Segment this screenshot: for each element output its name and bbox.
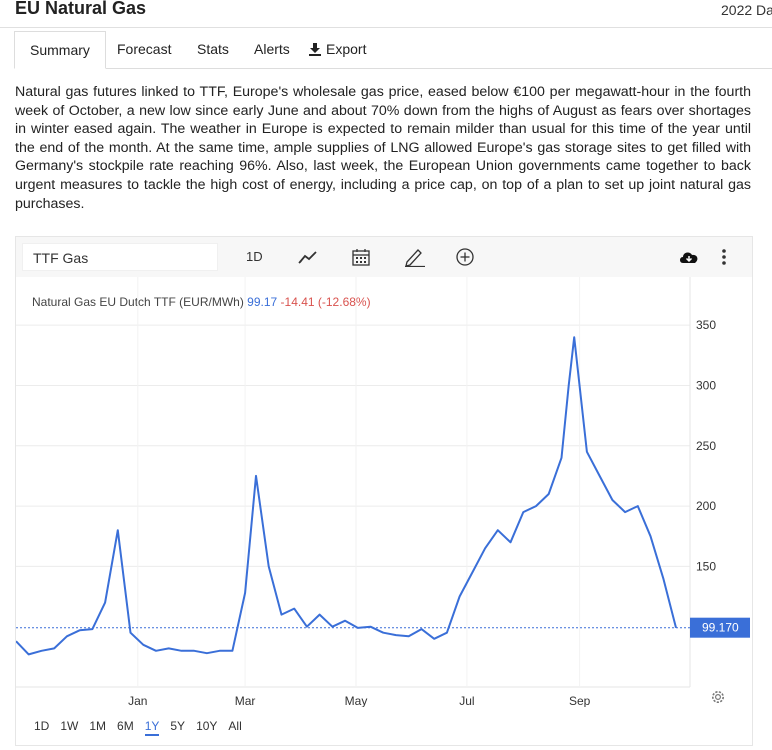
chart-widget: TTF Gas 1D Na — [15, 236, 753, 746]
calendar-icon[interactable] — [351, 247, 371, 267]
summary-article: Natural gas futures linked to TTF, Europ… — [15, 84, 751, 212]
y-tick-label: 300 — [696, 378, 716, 392]
cloud-download-icon[interactable] — [678, 247, 700, 267]
y-axis: 150 200 250 300 350 — [696, 318, 716, 573]
tab-export-label: Export — [326, 41, 367, 57]
series-line — [16, 336, 677, 656]
plus-circle-icon[interactable] — [455, 247, 475, 267]
x-tick-label: Jul — [459, 694, 474, 707]
more-vertical-icon[interactable] — [718, 247, 730, 267]
y-tick-label: 250 — [696, 439, 716, 453]
last-price-label: 99.170 — [702, 621, 739, 635]
x-axis: Jan Mar May Jul Sep — [128, 694, 590, 707]
x-tick-label: Jan — [128, 694, 147, 707]
chart-toolbar: TTF Gas 1D — [16, 237, 752, 277]
y-tick-label: 350 — [696, 318, 716, 332]
symbol-input[interactable]: TTF Gas — [22, 243, 218, 271]
range-1w[interactable]: 1W — [60, 719, 79, 733]
y-tick-label: 150 — [696, 559, 716, 573]
range-5y[interactable]: 5Y — [170, 719, 186, 733]
pencil-icon[interactable] — [403, 247, 427, 267]
divider — [0, 27, 772, 28]
legend-change: -14.41 (-12.68%) — [280, 295, 371, 309]
series-points — [16, 337, 677, 655]
tab-bar: Summary Forecast Stats Alerts Export — [14, 31, 772, 69]
tab-summary[interactable]: Summary — [14, 31, 106, 69]
range-10y[interactable]: 10Y — [196, 719, 218, 733]
tab-alerts[interactable]: Alerts — [254, 41, 290, 57]
date-label: 2022 Da — [721, 2, 772, 18]
last-price-badge — [690, 617, 750, 638]
range-1y[interactable]: 1Y — [144, 719, 160, 736]
line-chart-icon[interactable] — [298, 247, 318, 267]
page-title: EU Natural Gas — [15, 0, 147, 18]
download-icon — [309, 43, 321, 56]
x-tick-label: Sep — [569, 694, 591, 707]
range-6m[interactable]: 6M — [117, 719, 134, 733]
tab-stats[interactable]: Stats — [197, 41, 229, 57]
chart-grid — [16, 277, 691, 688]
tab-export[interactable]: Export — [308, 31, 366, 67]
price-chart[interactable]: 150 200 250 300 350 Jan Mar May Jul Sep 99.170 — [16, 237, 752, 707]
x-tick-label: May — [345, 694, 368, 707]
settings-gear-icon[interactable] — [710, 689, 726, 705]
interval-button[interactable]: 1D — [246, 249, 263, 264]
range-all[interactable]: All — [228, 719, 242, 733]
range-1m[interactable]: 1M — [89, 719, 107, 733]
range-selector: 1D 1W 1M 6M 1Y 5Y 10Y All — [34, 719, 253, 736]
range-1d[interactable]: 1D — [34, 719, 50, 733]
x-tick-label: Mar — [235, 694, 256, 707]
y-tick-label: 200 — [696, 499, 716, 513]
tab-forecast[interactable]: Forecast — [117, 41, 172, 57]
legend-value: 99.17 — [247, 295, 278, 309]
